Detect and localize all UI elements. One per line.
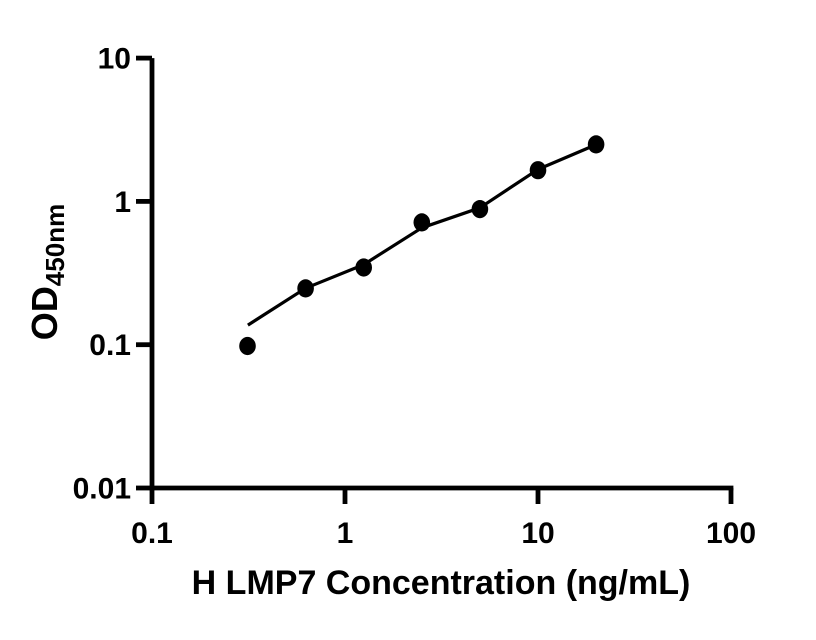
data-point (297, 279, 314, 298)
x-tick-label: 100 (706, 517, 756, 550)
data-point (587, 135, 605, 154)
data-point (239, 336, 256, 356)
data-point (529, 161, 547, 180)
data-points (239, 135, 605, 356)
y-tick-label: 0.01 (73, 473, 131, 506)
data-point (355, 258, 373, 277)
axes (136, 55, 734, 504)
y-axis-title: OD450nm (24, 204, 70, 340)
x-tick-label: 0.1 (131, 517, 173, 550)
data-point (471, 200, 489, 219)
x-tick-label: 1 (337, 517, 354, 550)
y-tick-label: 0.1 (89, 329, 131, 362)
x-axis-title: H LMP7 Concentration (ng/mL) (192, 564, 691, 602)
y-axis-title-main: OD (24, 286, 65, 340)
y-tick-label: 1 (114, 186, 131, 219)
y-tick-label: 10 (98, 43, 131, 76)
x-tick-label: 10 (521, 517, 554, 550)
y-axis-title-subscript: 450nm (40, 204, 70, 286)
data-point (413, 213, 431, 232)
